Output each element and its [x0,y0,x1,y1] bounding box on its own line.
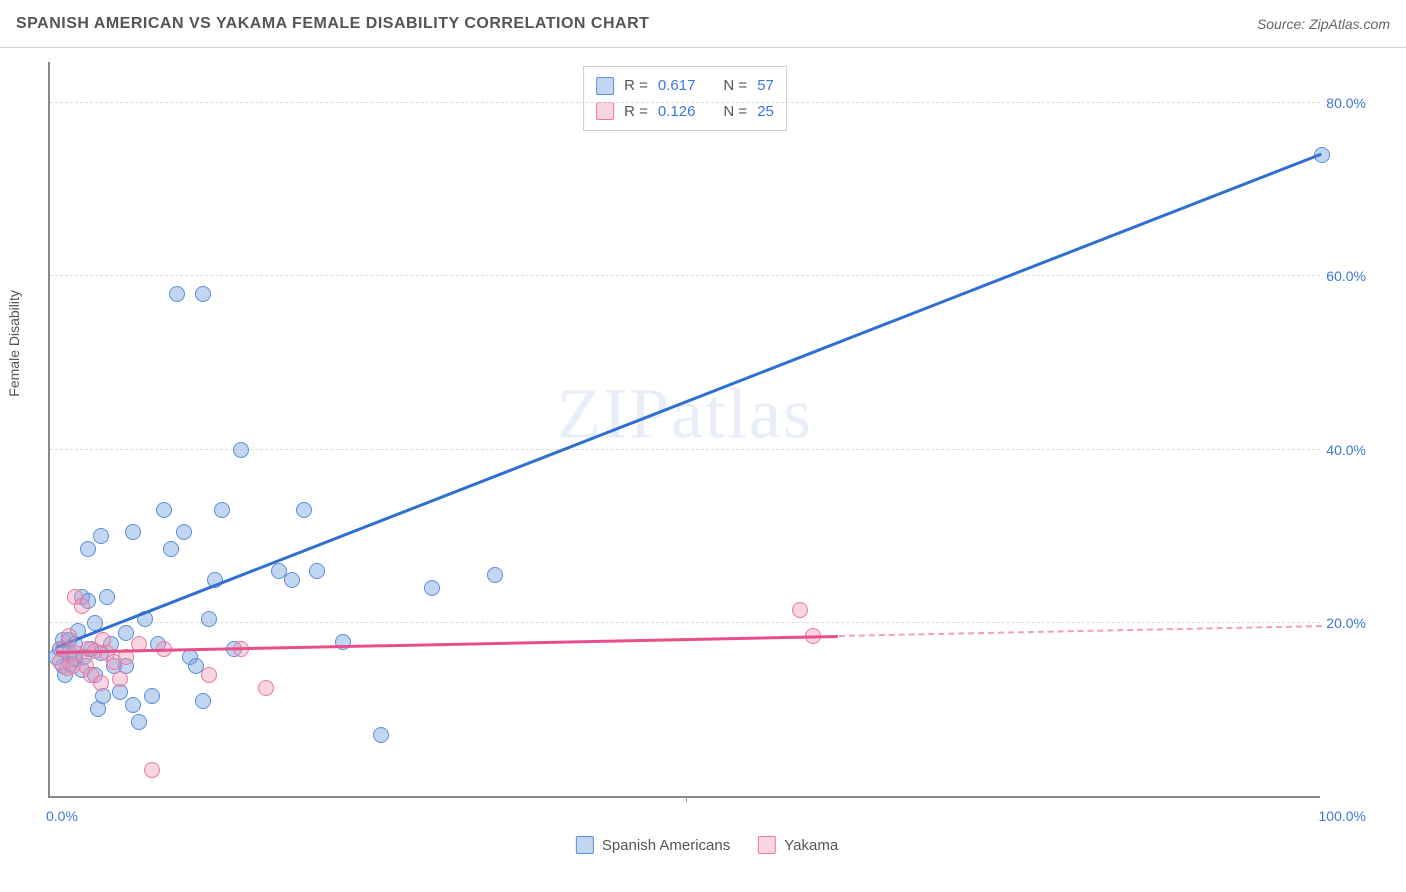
source-prefix: Source: [1257,16,1309,32]
data-point [144,688,160,704]
gridline [50,622,1320,623]
legend-swatch [596,77,614,95]
n-label: N = [723,73,747,99]
data-point [125,524,141,540]
data-point [169,286,185,302]
gridline [50,102,1320,103]
plot-region: ZIPatlas R =0.617N =57R =0.126N =25 20.0… [48,62,1320,798]
data-point [284,572,300,588]
data-point [195,693,211,709]
correlation-legend: R =0.617N =57R =0.126N =25 [583,66,787,131]
data-point [125,697,141,713]
y-tick-label: 20.0% [1326,615,1366,631]
data-point [99,589,115,605]
data-point [112,671,128,687]
data-point [487,567,503,583]
r-value: 0.617 [658,73,696,99]
data-point [296,502,312,518]
y-tick-label: 80.0% [1326,95,1366,111]
data-point [156,502,172,518]
data-point [74,598,90,614]
legend-swatch [596,102,614,120]
legend-label: Yakama [784,837,838,854]
data-point [93,675,109,691]
data-point [792,602,808,618]
data-point [61,628,77,644]
data-point [233,442,249,458]
x-tick-label: 100.0% [1319,808,1366,824]
trend-line [56,153,1323,649]
data-point [176,524,192,540]
data-point [201,667,217,683]
x-tick-label: 0.0% [46,808,78,824]
data-point [163,541,179,557]
trend-line [839,625,1322,637]
data-point [93,528,109,544]
data-point [144,762,160,778]
legend-item: Spanish Americans [576,836,730,854]
chart-area: Female Disability ZIPatlas R =0.617N =57… [48,62,1366,822]
series-legend: Spanish Americans Yakama [576,836,838,854]
data-point [214,502,230,518]
chart-title: SPANISH AMERICAN VS YAKAMA FEMALE DISABI… [16,15,649,33]
chart-header: SPANISH AMERICAN VS YAKAMA FEMALE DISABI… [0,0,1406,48]
legend-label: Spanish Americans [602,837,730,854]
source-name: ZipAtlas.com [1309,16,1390,32]
gridline [50,275,1320,276]
legend-item: Yakama [758,836,838,854]
legend-swatch [758,836,776,854]
x-tick-mark [686,796,687,802]
y-axis-label: Female Disability [6,290,22,397]
data-point [131,714,147,730]
r-label: R = [624,73,648,99]
y-tick-label: 60.0% [1326,268,1366,284]
data-point [373,727,389,743]
trend-line [56,635,838,654]
legend-row: R = 0.617 N = 57 [596,73,774,99]
data-point [424,580,440,596]
data-point [195,286,211,302]
legend-swatch [576,836,594,854]
data-point [309,563,325,579]
n-value: 57 [757,73,774,99]
source-credit: Source: ZipAtlas.com [1257,16,1390,32]
data-point [80,541,96,557]
y-tick-label: 40.0% [1326,442,1366,458]
watermark-text: ZIPatlas [557,373,813,456]
data-point [201,611,217,627]
data-point [258,680,274,696]
